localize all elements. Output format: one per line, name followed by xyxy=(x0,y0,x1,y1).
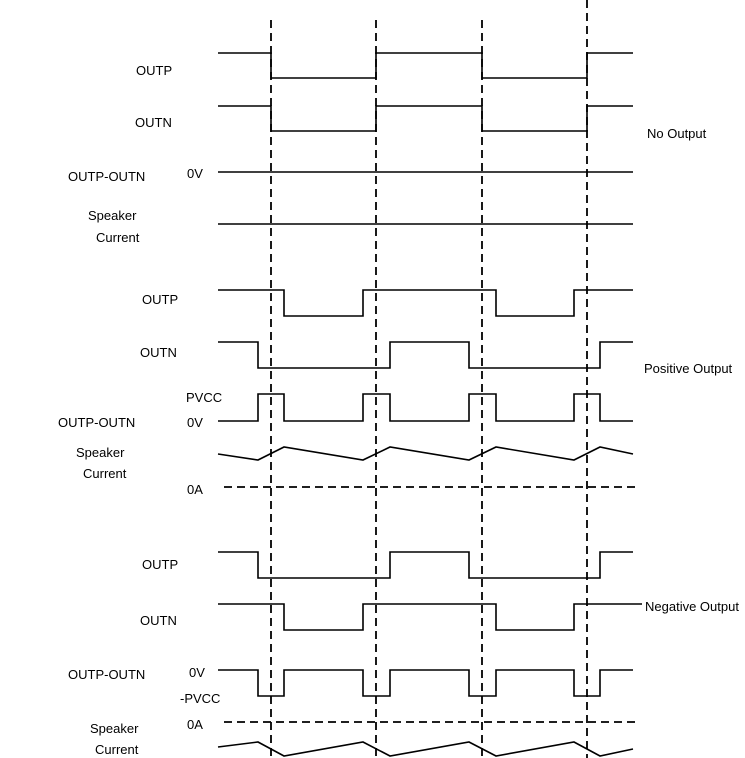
outp-waveform xyxy=(218,52,633,79)
mode-label: No Output xyxy=(647,126,707,141)
speaker-label: Speaker xyxy=(90,721,139,736)
zero-v-label: 0V xyxy=(187,166,203,181)
current-label: Current xyxy=(96,230,140,245)
zero-v-label: 0V xyxy=(187,415,203,430)
diff-waveform xyxy=(218,669,633,697)
current-label: Current xyxy=(83,466,127,481)
diff-label: OUTP-OUTN xyxy=(68,667,145,682)
outn-label: OUTN xyxy=(140,345,177,360)
outn-label: OUTN xyxy=(135,115,172,130)
current-label: Current xyxy=(95,742,139,757)
section-negative-output: OUTP OUTN OUTP-OUTN 0V -PVCC 0A Speaker … xyxy=(68,551,739,757)
mode-label: Positive Output xyxy=(644,361,733,376)
outn-waveform xyxy=(218,603,642,631)
zero-a-label: 0A xyxy=(187,482,203,497)
zero-a-label: 0A xyxy=(187,717,203,732)
outp-label: OUTP xyxy=(142,292,178,307)
current-waveform xyxy=(217,741,634,757)
outp-waveform xyxy=(218,289,633,317)
outn-waveform xyxy=(218,105,633,132)
outp-waveform xyxy=(218,551,633,579)
outp-label: OUTP xyxy=(142,557,178,572)
zero-v-label: 0V xyxy=(189,665,205,680)
outp-label: OUTP xyxy=(136,63,172,78)
current-waveform xyxy=(217,446,634,461)
mode-label: Negative Output xyxy=(645,599,739,614)
diff-label: OUTP-OUTN xyxy=(68,169,145,184)
diff-label: OUTP-OUTN xyxy=(58,415,135,430)
outn-label: OUTN xyxy=(140,613,177,628)
speaker-label: Speaker xyxy=(88,208,137,223)
outn-waveform xyxy=(218,341,633,369)
time-markers xyxy=(270,0,588,758)
speaker-label: Speaker xyxy=(76,445,125,460)
section-positive-output: OUTP OUTN PVCC OUTP-OUTN 0V Speaker Curr… xyxy=(58,289,733,497)
diff-waveform xyxy=(218,393,633,422)
pvcc-label: PVCC xyxy=(186,390,222,405)
neg-pvcc-label: -PVCC xyxy=(180,691,220,706)
section-no-output: OUTP OUTN OUTP-OUTN 0V Speaker Current N… xyxy=(68,52,707,245)
